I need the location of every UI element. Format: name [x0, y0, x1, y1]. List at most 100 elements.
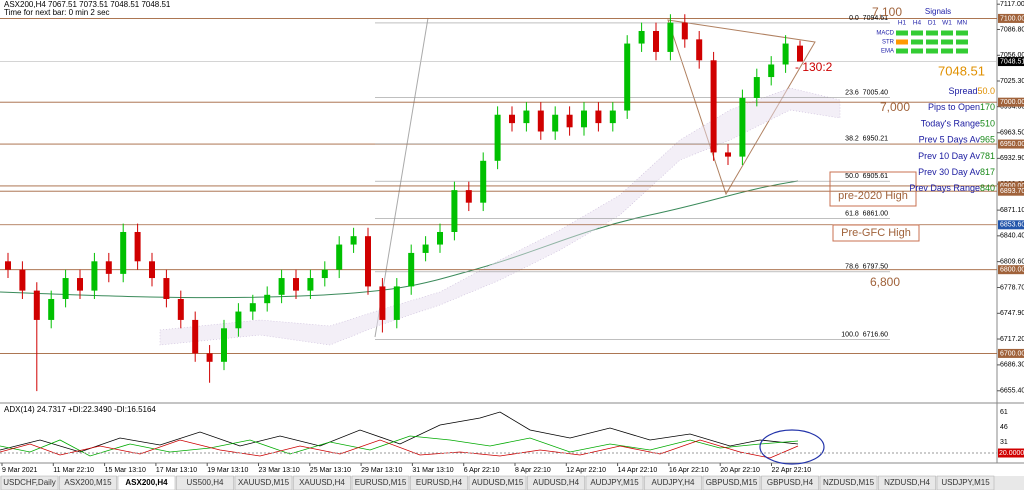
tab[interactable] [410, 475, 468, 490]
candle-body [667, 22, 674, 52]
candle-body [437, 231, 443, 245]
tab-label[interactable]: XAUUSD,M15 [238, 478, 290, 487]
plus-di-line [0, 435, 799, 457]
signal-cell [956, 48, 968, 54]
tab[interactable] [644, 475, 702, 490]
tab[interactable] [878, 475, 936, 490]
candle-body [192, 319, 199, 354]
tab-label[interactable]: GBPUSD,H4 [767, 478, 814, 487]
info-name: Pips to Open [928, 103, 980, 113]
tab[interactable] [527, 475, 585, 490]
x-tick-label: 25 Mar 13:10 [310, 467, 351, 474]
level-tag [998, 181, 1024, 191]
signal-cell [911, 48, 923, 54]
tab-label[interactable]: NZDUSD,H4 [884, 478, 930, 487]
y-tick-label: 7117.00 [1000, 1, 1024, 8]
signal-cell [896, 48, 908, 54]
tab-label[interactable]: USDCHF,Daily [3, 478, 55, 487]
signal-cell [926, 48, 938, 54]
current-tag-label: 7048.51 [1000, 58, 1024, 65]
tab[interactable] [585, 475, 644, 490]
signal-cell [896, 39, 908, 45]
y-tick-label: 6686.30 [1000, 362, 1024, 369]
level-tag [998, 265, 1024, 275]
candle-body [581, 110, 587, 128]
info-row: Spread50.0 [948, 86, 995, 96]
signals-title: Signals [925, 7, 951, 16]
candle-body [321, 269, 328, 279]
tab[interactable] [0, 475, 59, 490]
y-tick-label: 6840.40 [1000, 233, 1024, 240]
tab[interactable] [468, 475, 527, 490]
y-tick-label: 6871.10 [1000, 207, 1024, 214]
info-value: 510 [980, 119, 995, 129]
tab[interactable] [117, 475, 176, 490]
candle-body [566, 114, 573, 128]
candle-body [77, 278, 83, 291]
annotation: pre-2020 High [838, 190, 908, 202]
tab-label[interactable]: AUDUSD,M15 [472, 478, 524, 487]
tab-label[interactable]: AUDJPY,M15 [590, 478, 639, 487]
info-value: 817 [980, 167, 995, 177]
info-name: Prev Days Range [909, 184, 980, 194]
tab-label[interactable]: NZDUSD,M15 [823, 478, 875, 487]
signal-row: EMA [881, 49, 894, 55]
level-tag-label: 6700.00 [1000, 350, 1024, 357]
candle-body [120, 231, 127, 274]
signals-panel: Signals H1 H4 D1 W1 MN MACD STR EMA [876, 7, 968, 55]
tab-label[interactable]: XAUUSD,H4 [299, 478, 345, 487]
annotation-box [832, 224, 920, 242]
annotation: 7,100 [872, 5, 902, 19]
candle-body [624, 43, 631, 111]
tab[interactable] [761, 475, 819, 490]
candle-body [537, 110, 544, 132]
adx-tick-label: 61 [1000, 409, 1008, 416]
candle-body [725, 152, 731, 157]
tab[interactable] [819, 475, 878, 490]
x-tick-label: 14 Apr 22:10 [618, 467, 658, 474]
level-tag-label: 6950.00 [1000, 141, 1024, 148]
signal-cell [956, 30, 968, 36]
adx-line [0, 411, 799, 453]
tab-label[interactable]: EURUSD,H4 [416, 478, 463, 487]
candle-body [264, 294, 271, 304]
tab[interactable] [59, 475, 117, 490]
signal-cell [941, 48, 953, 54]
tab[interactable] [936, 475, 995, 490]
tab[interactable] [351, 475, 410, 490]
level-tag [998, 139, 1024, 149]
x-tick-label: 16 Apr 22:10 [669, 467, 709, 474]
y-tick-label: 6778.70 [1000, 284, 1024, 291]
tab[interactable] [234, 475, 293, 490]
level-tag [998, 13, 1024, 23]
tab-label[interactable]: USDJPY,M15 [941, 478, 990, 487]
tab-label[interactable]: ASX200,H4 [125, 478, 168, 487]
drawings [0, 17, 841, 346]
tab[interactable] [293, 475, 351, 490]
tab-label[interactable]: ASX200,M15 [64, 478, 112, 487]
fib-base-line [374, 17, 429, 338]
x-tick-label: 17 Mar 13:10 [156, 467, 197, 474]
info-row: Prev 5 Days Av965 [919, 135, 995, 145]
info-row: Pips to Open170 [928, 103, 995, 113]
tab-label[interactable]: US500,H4 [187, 478, 224, 487]
signal-cell [941, 39, 953, 45]
tab-label[interactable]: AUDUSD,H4 [533, 478, 580, 487]
y-tick-label: 6747.90 [1000, 310, 1024, 317]
tab-label[interactable]: AUDJPY,H4 [652, 478, 696, 487]
x-tick-label: 20 Apr 22:10 [720, 467, 760, 474]
candle-body [552, 114, 559, 132]
tab[interactable] [176, 475, 234, 490]
tab-label[interactable]: EURUSD,M15 [355, 478, 407, 487]
info-value: 781 [980, 151, 995, 161]
signal-column: H1 [898, 20, 907, 27]
tab[interactable] [702, 475, 761, 490]
candle-body [768, 64, 775, 78]
tab-label[interactable]: GBPUSD,M15 [706, 478, 758, 487]
candle-body [451, 190, 458, 232]
annotation: - 130:2 [795, 60, 833, 74]
signal-cell [911, 30, 923, 36]
candle-body [19, 269, 26, 291]
candle-body [681, 22, 688, 40]
candle-body [62, 278, 69, 299]
